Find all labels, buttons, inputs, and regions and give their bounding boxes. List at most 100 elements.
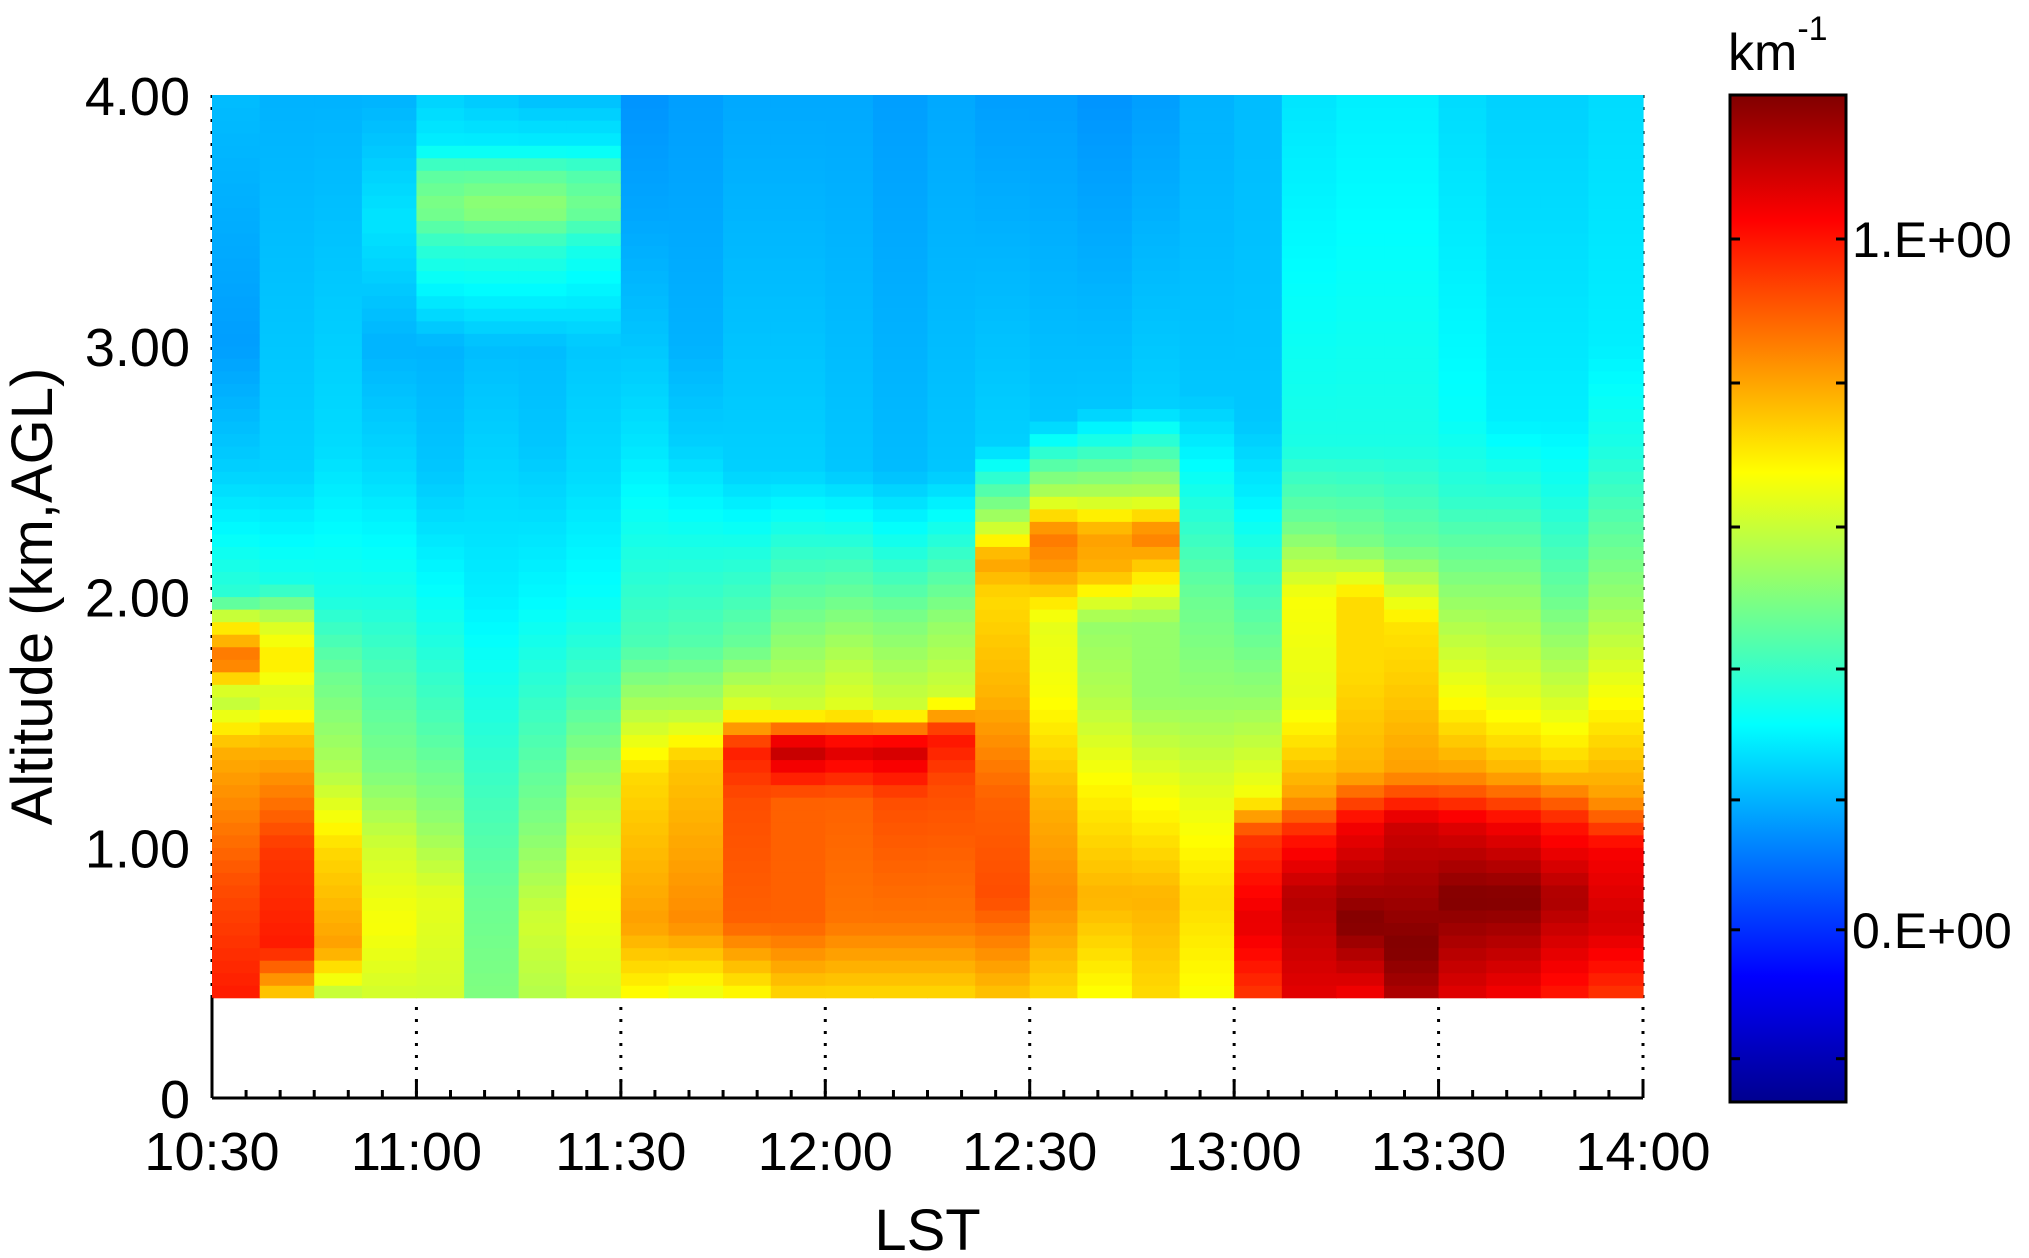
heatmap-cell <box>361 985 418 999</box>
heatmap-cell <box>518 546 567 560</box>
heatmap-cell <box>723 634 772 648</box>
heatmap-cell <box>464 157 520 171</box>
heatmap-cell <box>1077 245 1133 259</box>
heatmap-cell <box>1131 95 1181 109</box>
heatmap-cell <box>464 383 520 397</box>
heatmap-cell <box>975 107 1031 121</box>
heatmap-cell <box>1077 145 1133 159</box>
heatmap-cell <box>259 270 315 284</box>
heatmap-cell <box>464 308 520 322</box>
heatmap-cell <box>464 960 520 974</box>
heatmap-cell <box>1179 395 1235 410</box>
heatmap-cell <box>1540 370 1590 384</box>
heatmap-cell <box>566 395 622 410</box>
heatmap-cell <box>1336 709 1385 723</box>
heatmap-cell <box>975 521 1031 535</box>
heatmap-cell <box>416 847 465 861</box>
heatmap-cell <box>1486 295 1542 309</box>
heatmap-cell <box>1077 947 1133 961</box>
heatmap-cell <box>1540 283 1590 297</box>
heatmap-cell <box>825 646 874 660</box>
heatmap-cell <box>1281 207 1337 221</box>
heatmap-cell <box>1179 909 1235 924</box>
heatmap-cell <box>314 370 363 384</box>
heatmap-cell <box>1234 609 1283 623</box>
heatmap-cell <box>723 220 772 234</box>
heatmap-cell <box>1540 822 1590 836</box>
heatmap-cell <box>212 684 261 698</box>
heatmap-cell <box>975 433 1031 447</box>
heatmap-cell <box>825 408 874 422</box>
heatmap-cell <box>1540 759 1590 773</box>
heatmap-cell <box>927 909 976 924</box>
heatmap-cell <box>259 897 315 911</box>
heatmap-cell <box>1486 120 1542 134</box>
heatmap-cell <box>566 834 622 848</box>
heatmap-cell <box>723 508 772 522</box>
heatmap-cell <box>1540 897 1590 911</box>
heatmap-cell <box>518 420 567 435</box>
heatmap-cell <box>1131 884 1181 898</box>
heatmap-cell <box>361 521 418 535</box>
heatmap-cell <box>1384 972 1440 986</box>
heatmap-cell <box>416 734 465 748</box>
heatmap-cell <box>566 759 622 773</box>
heatmap-cell <box>927 884 976 898</box>
heatmap-cell <box>464 859 520 873</box>
heatmap-cell <box>1486 671 1542 685</box>
heatmap-cell <box>361 583 418 598</box>
heatmap-cell <box>723 596 772 610</box>
heatmap-cell <box>361 960 418 974</box>
heatmap-cell <box>1029 809 1079 823</box>
heatmap-cell <box>872 546 929 560</box>
heatmap-cell <box>1336 107 1385 121</box>
heatmap-cell <box>975 308 1031 322</box>
heatmap-cell <box>872 270 929 284</box>
heatmap-cell <box>1384 609 1440 623</box>
heatmap-cell <box>464 370 520 384</box>
heatmap-cell <box>1588 596 1644 610</box>
heatmap-cell <box>1077 295 1133 309</box>
heatmap-cell <box>1281 333 1337 347</box>
heatmap-cell <box>361 283 418 297</box>
heatmap-cell <box>927 533 976 547</box>
heatmap-cell <box>620 721 670 736</box>
heatmap-cell <box>1131 634 1181 648</box>
heatmap-cell <box>872 471 929 485</box>
heatmap-cell <box>259 759 315 773</box>
heatmap-cell <box>1029 245 1079 259</box>
heatmap-cell <box>825 684 874 698</box>
heatmap-cell <box>518 483 567 497</box>
heatmap-cell <box>668 859 724 873</box>
heatmap-cell <box>1234 408 1283 422</box>
heatmap-cell <box>259 696 315 710</box>
heatmap-cell <box>1029 583 1079 598</box>
heatmap-cell <box>1234 671 1283 685</box>
heatmap-cell <box>416 684 465 698</box>
heatmap-cell <box>314 659 363 673</box>
heatmap-cell <box>416 621 465 635</box>
heatmap-cell <box>1029 508 1079 522</box>
heatmap-cell <box>975 132 1031 146</box>
heatmap-cell <box>212 822 261 836</box>
heatmap-cell <box>927 207 976 221</box>
heatmap-cell <box>872 408 929 422</box>
heatmap-cell <box>1029 533 1079 547</box>
heatmap-cell <box>1077 496 1133 510</box>
heatmap-cell <box>1384 834 1440 848</box>
heatmap-cell <box>975 420 1031 435</box>
heatmap-cell <box>259 170 315 184</box>
heatmap-cell <box>314 571 363 585</box>
heatmap-cell <box>416 471 465 485</box>
heatmap-cell <box>668 370 724 384</box>
heatmap-cell <box>1540 458 1590 472</box>
heatmap-cell <box>566 358 622 372</box>
heatmap-cell <box>464 245 520 259</box>
heatmap-cell <box>1336 170 1385 184</box>
heatmap-cell <box>464 120 520 134</box>
heatmap-cell <box>770 872 826 886</box>
heatmap-cell <box>1077 358 1133 372</box>
heatmap-cell <box>668 772 724 786</box>
heatmap-cell <box>668 947 724 961</box>
